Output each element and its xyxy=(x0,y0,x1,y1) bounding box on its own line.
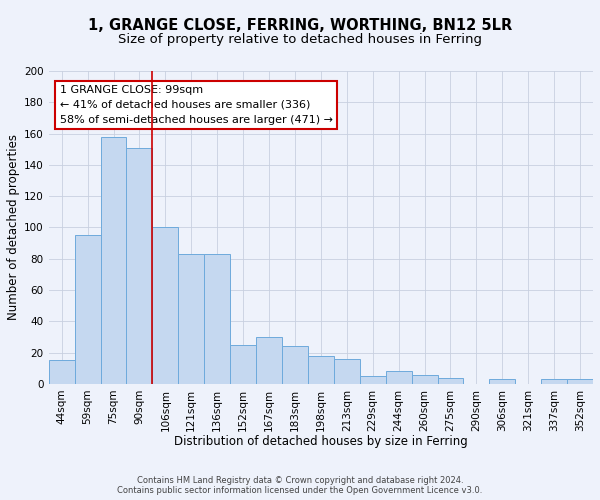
Bar xyxy=(152,228,178,384)
X-axis label: Distribution of detached houses by size in Ferring: Distribution of detached houses by size … xyxy=(174,435,468,448)
Bar xyxy=(230,345,256,384)
Bar xyxy=(127,148,152,384)
Bar xyxy=(412,374,437,384)
Bar xyxy=(334,359,360,384)
Text: Contains HM Land Registry data © Crown copyright and database right 2024.: Contains HM Land Registry data © Crown c… xyxy=(137,476,463,485)
Text: 1, GRANGE CLOSE, FERRING, WORTHING, BN12 5LR: 1, GRANGE CLOSE, FERRING, WORTHING, BN12… xyxy=(88,18,512,32)
Bar xyxy=(360,376,386,384)
Bar xyxy=(178,254,204,384)
Text: Contains public sector information licensed under the Open Government Licence v3: Contains public sector information licen… xyxy=(118,486,482,495)
Bar xyxy=(308,356,334,384)
Bar xyxy=(74,235,101,384)
Bar xyxy=(256,337,282,384)
Bar xyxy=(101,136,127,384)
Text: Size of property relative to detached houses in Ferring: Size of property relative to detached ho… xyxy=(118,32,482,46)
Bar xyxy=(437,378,463,384)
Y-axis label: Number of detached properties: Number of detached properties xyxy=(7,134,20,320)
Text: 1 GRANGE CLOSE: 99sqm
← 41% of detached houses are smaller (336)
58% of semi-det: 1 GRANGE CLOSE: 99sqm ← 41% of detached … xyxy=(59,85,332,124)
Bar xyxy=(204,254,230,384)
Bar xyxy=(490,379,515,384)
Bar xyxy=(49,360,74,384)
Bar xyxy=(567,379,593,384)
Bar xyxy=(386,372,412,384)
Bar xyxy=(282,346,308,384)
Bar xyxy=(541,379,567,384)
